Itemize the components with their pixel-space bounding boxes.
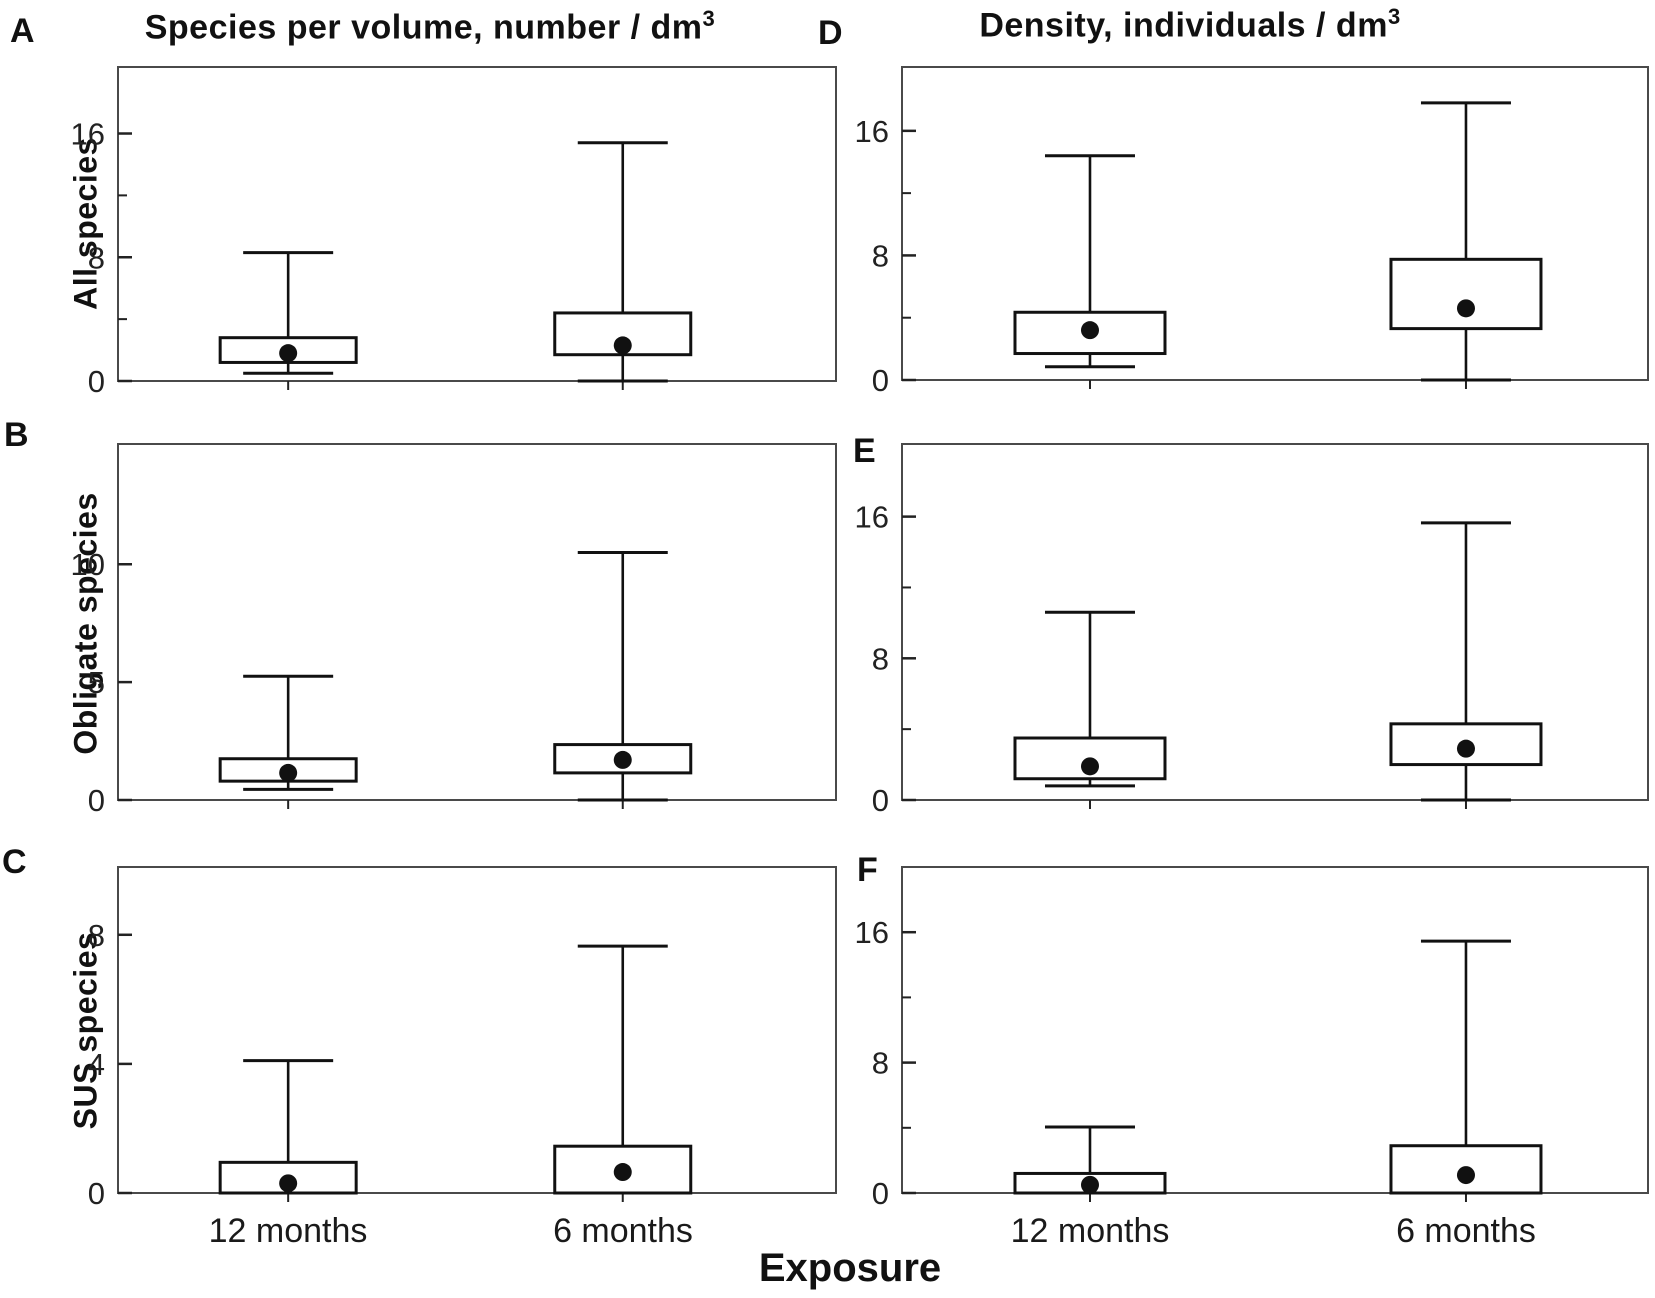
y-tick-label: 10 (71, 547, 105, 582)
mean-dot (279, 763, 298, 782)
left-column-title-text: Species per volume, number / dm (144, 8, 703, 47)
y-tick-label: 5 (88, 665, 105, 700)
y-tick-label: 16 (855, 915, 889, 950)
right-column-title: Density, individuals / dm3 (840, 4, 1540, 45)
panel-border-A (117, 66, 837, 382)
left-column-title: Species per volume, number / dm3 (80, 6, 780, 47)
x-axis-title: Exposure (758, 1246, 942, 1290)
panel-letter-f: F (857, 851, 878, 889)
mean-dot (279, 344, 298, 363)
y-tick-label: 0 (88, 783, 105, 818)
mean-dot (1080, 1175, 1099, 1194)
panel-letter-b: B (4, 416, 29, 454)
y-tick-label: 8 (872, 238, 889, 273)
x-tick-label-right-12-months: 12 months (1010, 1212, 1170, 1250)
panel-border-F (901, 866, 1649, 1194)
y-tick-label: 8 (872, 1046, 889, 1081)
panel-border-E (901, 443, 1649, 801)
y-tick-label: 0 (88, 1176, 105, 1211)
y-tick-label: 0 (872, 1176, 889, 1211)
left-column-title-sup: 3 (702, 6, 716, 31)
y-tick-label: 0 (872, 363, 889, 398)
mean-dot (1080, 757, 1099, 776)
panel-border-C (117, 866, 837, 1194)
panel-letter-a: A (10, 12, 35, 50)
panel-letter-d: D (818, 14, 843, 52)
y-tick-label: 16 (855, 114, 889, 149)
panel-border-D (901, 66, 1649, 381)
y-tick-label: 8 (872, 641, 889, 676)
mean-dot (1080, 321, 1099, 340)
y-tick-label: 4 (88, 1047, 105, 1082)
panel-letter-e: E (853, 432, 876, 470)
mean-dot (613, 750, 632, 769)
box (1389, 257, 1543, 331)
mean-dot (613, 336, 632, 355)
x-tick-label-left-6-months: 6 months (553, 1212, 693, 1250)
right-column-title-text: Density, individuals / dm (979, 6, 1388, 45)
mean-dot (1456, 739, 1475, 758)
panel-border-B (117, 443, 837, 801)
y-tick-label: 16 (855, 500, 889, 535)
x-tick-label-left-12-months: 12 months (208, 1212, 368, 1250)
x-tick-label-right-6-months: 6 months (1396, 1212, 1536, 1250)
y-tick-label: 8 (88, 240, 105, 275)
y-tick-label: 0 (872, 783, 889, 818)
mean-dot (1456, 299, 1475, 318)
panel-letter-c: C (2, 843, 27, 881)
mean-dot (279, 1174, 298, 1193)
y-tick-label: 0 (88, 364, 105, 399)
mean-dot (1456, 1166, 1475, 1185)
mean-dot (613, 1163, 632, 1182)
right-column-title-sup: 3 (1387, 4, 1401, 29)
y-tick-label: 8 (88, 918, 105, 953)
y-tick-label: 16 (71, 117, 105, 152)
